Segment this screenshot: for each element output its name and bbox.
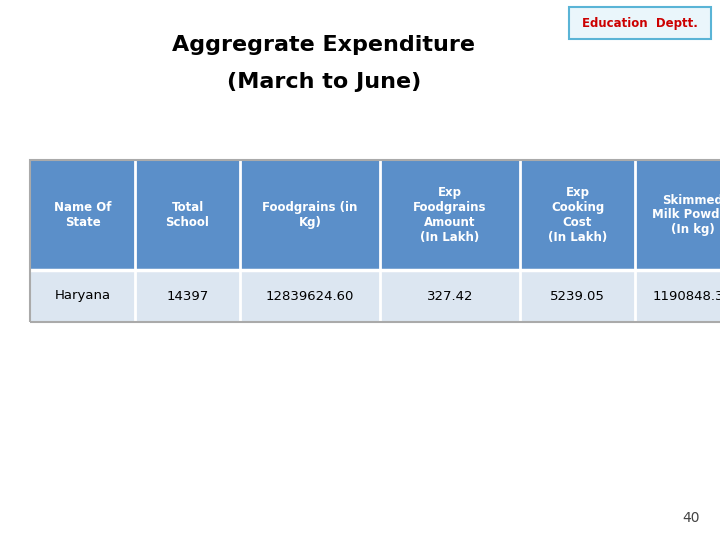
Bar bbox=[240, 160, 380, 270]
Bar bbox=[30, 160, 135, 270]
Bar bbox=[380, 160, 520, 270]
Text: 12839624.60: 12839624.60 bbox=[266, 289, 354, 302]
Text: 14397: 14397 bbox=[166, 289, 209, 302]
Text: Education  Deptt.: Education Deptt. bbox=[582, 17, 698, 30]
Bar bbox=[135, 160, 240, 270]
Bar bbox=[135, 270, 240, 322]
Bar bbox=[30, 160, 720, 322]
Text: Aggregrate Expenditure: Aggregrate Expenditure bbox=[173, 35, 475, 55]
Text: (March to June): (March to June) bbox=[227, 72, 421, 92]
Bar bbox=[520, 160, 635, 270]
Text: Skimmed
Milk Powder
(In kg): Skimmed Milk Powder (In kg) bbox=[652, 193, 720, 237]
Bar bbox=[30, 270, 135, 322]
Text: 327.42: 327.42 bbox=[427, 289, 473, 302]
Text: 40: 40 bbox=[683, 511, 700, 525]
Text: Total
School: Total School bbox=[166, 201, 210, 229]
Bar bbox=[380, 270, 520, 322]
Bar bbox=[635, 160, 720, 270]
Text: Haryana: Haryana bbox=[55, 289, 111, 302]
Bar bbox=[520, 270, 635, 322]
FancyBboxPatch shape bbox=[569, 7, 711, 39]
Text: 5239.05: 5239.05 bbox=[550, 289, 605, 302]
Text: Foodgrains (in
Kg): Foodgrains (in Kg) bbox=[262, 201, 358, 229]
Text: Exp
Cooking
Cost
(In Lakh): Exp Cooking Cost (In Lakh) bbox=[548, 186, 607, 244]
Text: 1190848.32: 1190848.32 bbox=[652, 289, 720, 302]
Text: Exp
Foodgrains
Amount
(In Lakh): Exp Foodgrains Amount (In Lakh) bbox=[413, 186, 487, 244]
Text: Name Of
State: Name Of State bbox=[54, 201, 112, 229]
Bar bbox=[635, 270, 720, 322]
Bar bbox=[240, 270, 380, 322]
